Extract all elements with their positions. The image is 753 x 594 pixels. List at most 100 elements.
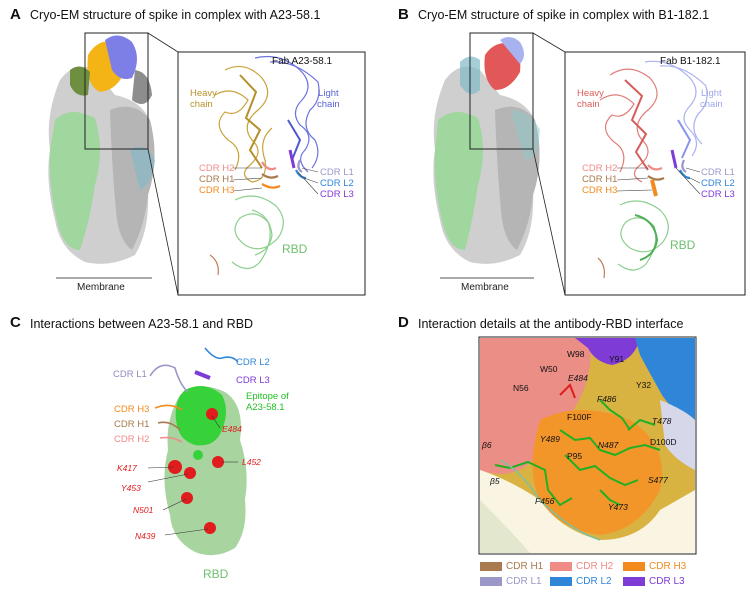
panel-c-cdr-loops bbox=[149, 347, 239, 443]
panel-b-spike bbox=[433, 36, 540, 264]
panel-b-zoom-box bbox=[469, 32, 534, 150]
residue-w50: W50 bbox=[540, 364, 558, 374]
panel-c-leaders bbox=[147, 415, 238, 536]
light-line-2: chain bbox=[317, 99, 340, 110]
panel-a-cdr-h1: CDR H1 bbox=[199, 174, 235, 185]
residue-y91: Y91 bbox=[609, 354, 625, 364]
panel-c-cdr-h3: CDR H3 bbox=[114, 404, 150, 415]
residue-y32: Y32 bbox=[636, 380, 652, 390]
legend-label: CDR H3 bbox=[649, 561, 687, 572]
residue-n487: N487 bbox=[598, 440, 619, 450]
residue-k417: K417 bbox=[117, 463, 137, 473]
epitope-line-2: A23-58.1 bbox=[246, 402, 285, 413]
panel-a-inset-frame bbox=[177, 51, 366, 296]
panel-a-spike bbox=[48, 35, 155, 264]
panel-a-light-chain-label: Light chain bbox=[317, 88, 340, 110]
legend-cdr-l1: CDR L1 bbox=[480, 576, 542, 587]
panel-d-sticks bbox=[494, 399, 661, 507]
legend-label: CDR H2 bbox=[576, 561, 614, 572]
panel-b-title: Cryo-EM structure of spike in complex wi… bbox=[418, 8, 710, 22]
panel-a-cdr-h2: CDR H2 bbox=[199, 163, 235, 174]
panel-b-cdr-leaders bbox=[616, 167, 701, 195]
residue-d100d: D100D bbox=[650, 437, 677, 447]
panel-a-cdr-leaders bbox=[232, 167, 319, 195]
panel-b-rbd-label: RBD bbox=[670, 238, 696, 252]
panel-a-fab-label: Fab A23-58.1 bbox=[272, 56, 333, 67]
legend-label: CDR H1 bbox=[506, 561, 544, 572]
panel-b-inset-frame bbox=[564, 51, 746, 296]
residue-w98: W98 bbox=[567, 349, 585, 359]
residue-f456: F456 bbox=[535, 496, 555, 506]
legend-cdr-h3: CDR H3 bbox=[623, 561, 686, 572]
panel-a-letter: A bbox=[10, 6, 21, 23]
panel-b-cdr-l2: CDR L2 bbox=[701, 178, 735, 189]
panel-a-title: Cryo-EM structure of spike in complex wi… bbox=[30, 8, 321, 22]
panel-b-letter: B bbox=[398, 6, 409, 23]
panel-d-surface bbox=[480, 338, 695, 553]
panel-a-cdr-l2: CDR L2 bbox=[320, 178, 354, 189]
panel-b-fab-ribbon bbox=[597, 60, 708, 279]
panel-a-membrane-label: Membrane bbox=[77, 282, 125, 293]
panel-c-rbd-surface bbox=[164, 386, 247, 556]
panel-c-epitope-label: Epitope of A23-58.1 bbox=[246, 391, 289, 413]
panel-d-frame bbox=[478, 336, 697, 555]
light-line-1: Light bbox=[318, 88, 339, 99]
light-line-2: chain bbox=[700, 99, 723, 110]
panel-b-heavy-chain-label: Heavy chain bbox=[577, 88, 604, 110]
residue-s477: S477 bbox=[648, 475, 668, 485]
legend-swatch bbox=[623, 562, 645, 571]
residue-y473: Y473 bbox=[608, 502, 628, 512]
legend-swatch bbox=[550, 562, 572, 571]
legend-cdr-l3: CDR L3 bbox=[623, 576, 685, 587]
residue-beta6: β6 bbox=[482, 440, 492, 450]
residue-f486: F486 bbox=[597, 394, 617, 404]
light-line-1: Light bbox=[701, 88, 722, 99]
residue-f100f: F100F bbox=[567, 412, 592, 422]
panel-c-rbd-label: RBD bbox=[203, 567, 229, 581]
panel-b-cdr-h2: CDR H2 bbox=[582, 163, 618, 174]
legend-label: CDR L1 bbox=[506, 576, 542, 587]
heavy-line-2: chain bbox=[190, 99, 213, 110]
panel-c-cdr-l1: CDR L1 bbox=[113, 369, 147, 380]
residue-y453: Y453 bbox=[121, 483, 141, 493]
residue-p95: P95 bbox=[567, 451, 583, 461]
heavy-line-1: Heavy bbox=[577, 88, 604, 99]
residue-y489: Y489 bbox=[540, 434, 560, 444]
panel-c-cdr-h2: CDR H2 bbox=[114, 434, 150, 445]
panel-a-cdr-l1: CDR L1 bbox=[320, 167, 354, 178]
panel-a-cdr-h3: CDR H3 bbox=[199, 185, 235, 196]
legend-cdr-h1: CDR H1 bbox=[480, 561, 543, 572]
panel-d-title: Interaction details at the antibody-RBD … bbox=[418, 317, 684, 331]
panel-c-title: Interactions between A23-58.1 and RBD bbox=[30, 317, 254, 331]
legend-swatch bbox=[480, 562, 502, 571]
residue-e484-d: E484 bbox=[568, 373, 588, 383]
legend-cdr-l2: CDR L2 bbox=[550, 576, 612, 587]
panel-b-cdr-l1: CDR L1 bbox=[701, 167, 735, 178]
panel-d-letter: D bbox=[398, 314, 409, 331]
residue-n439: N439 bbox=[135, 531, 156, 541]
panel-c-cdr-l3: CDR L3 bbox=[236, 375, 270, 386]
panel-a-rbd-label: RBD bbox=[282, 242, 308, 256]
panel-a-heavy-chain-label: Heavy chain bbox=[190, 88, 217, 110]
heavy-line-2: chain bbox=[577, 99, 600, 110]
residue-t478: T478 bbox=[652, 416, 672, 426]
residue-e484: E484 bbox=[222, 424, 242, 434]
panel-b-cdr-l3: CDR L3 bbox=[701, 189, 735, 200]
residue-l452: L452 bbox=[242, 457, 261, 467]
legend-swatch bbox=[550, 577, 572, 586]
panel-b-cdr-h1: CDR H1 bbox=[582, 174, 618, 185]
heavy-line-1: Heavy bbox=[190, 88, 217, 99]
legend-swatch bbox=[480, 577, 502, 586]
panel-c-letter: C bbox=[10, 314, 21, 331]
panel-b-membrane-label: Membrane bbox=[461, 282, 509, 293]
panel-a-fab-ribbon bbox=[209, 55, 320, 276]
legend-label: CDR L2 bbox=[576, 576, 612, 587]
panel-b-fab-label: Fab B1-182.1 bbox=[660, 56, 721, 67]
legend-cdr-h2: CDR H2 bbox=[550, 561, 613, 572]
residue-beta5: β5 bbox=[490, 476, 500, 486]
residue-n56: N56 bbox=[513, 383, 529, 393]
panel-b-light-chain-label: Light chain bbox=[700, 88, 723, 110]
panel-b-cdr-h3: CDR H3 bbox=[582, 185, 618, 196]
legend-swatch bbox=[623, 577, 645, 586]
